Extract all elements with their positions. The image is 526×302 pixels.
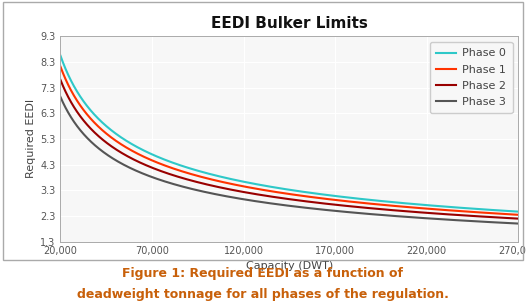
Phase 0 bbox=[515, 210, 521, 214]
Phase 1 bbox=[57, 65, 64, 69]
Phase 2 bbox=[515, 217, 521, 220]
Phase 0 bbox=[418, 203, 424, 207]
Phase 0 bbox=[268, 185, 274, 188]
Phase 3 bbox=[501, 221, 508, 225]
Text: deadweight tonnage for all phases of the regulation.: deadweight tonnage for all phases of the… bbox=[77, 288, 449, 301]
Phase 0 bbox=[280, 187, 286, 191]
Y-axis label: Required EEDI: Required EEDI bbox=[26, 99, 36, 178]
Phase 3 bbox=[268, 201, 274, 205]
Phase 0 bbox=[502, 209, 508, 213]
Phase 1 bbox=[515, 213, 521, 217]
Phase 3 bbox=[80, 133, 87, 136]
Legend: Phase 0, Phase 1, Phase 2, Phase 3: Phase 0, Phase 1, Phase 2, Phase 3 bbox=[430, 42, 512, 114]
Phase 3 bbox=[418, 216, 424, 220]
Phase 3 bbox=[280, 203, 286, 207]
Phase 3 bbox=[57, 95, 64, 99]
Title: EEDI Bulker Limits: EEDI Bulker Limits bbox=[211, 16, 368, 31]
Line: Phase 1: Phase 1 bbox=[60, 67, 518, 215]
Phase 2 bbox=[501, 216, 508, 220]
Phase 1 bbox=[501, 212, 508, 216]
Phase 1 bbox=[502, 212, 508, 216]
Phase 2 bbox=[502, 216, 508, 220]
Text: Figure 1: Required EEDI as a function of: Figure 1: Required EEDI as a function of bbox=[123, 267, 403, 280]
X-axis label: Capacity (DWT): Capacity (DWT) bbox=[246, 261, 333, 271]
Phase 0 bbox=[57, 54, 64, 58]
Phase 2 bbox=[418, 210, 424, 214]
Phase 2 bbox=[280, 197, 286, 200]
Phase 0 bbox=[501, 209, 508, 213]
Phase 1 bbox=[280, 191, 286, 195]
Phase 1 bbox=[80, 108, 87, 112]
Phase 1 bbox=[268, 189, 274, 193]
Line: Phase 3: Phase 3 bbox=[60, 97, 518, 223]
Phase 2 bbox=[57, 78, 64, 82]
Phase 1 bbox=[418, 206, 424, 210]
Line: Phase 2: Phase 2 bbox=[60, 80, 518, 219]
Phase 2 bbox=[268, 195, 274, 198]
Phase 3 bbox=[502, 221, 508, 225]
Line: Phase 0: Phase 0 bbox=[60, 56, 518, 212]
Phase 0 bbox=[80, 100, 87, 104]
Phase 2 bbox=[80, 119, 87, 123]
Phase 3 bbox=[515, 222, 521, 225]
